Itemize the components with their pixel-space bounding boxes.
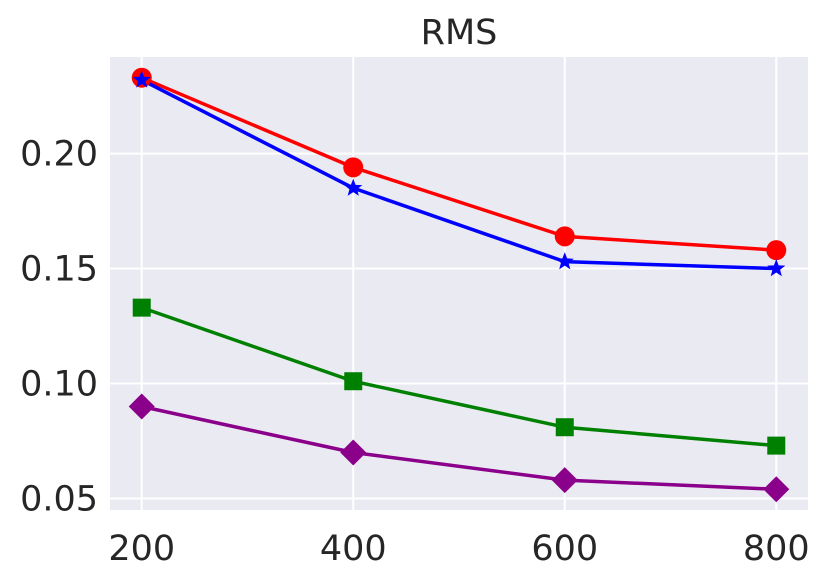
series-1-point	[767, 259, 786, 277]
y-tick-label: 0.10	[20, 365, 98, 405]
series-0-point	[766, 240, 787, 261]
series-3-point	[763, 476, 790, 503]
series-0-point	[343, 157, 364, 178]
grid	[110, 57, 808, 510]
y-tick-label: 0.05	[20, 480, 98, 520]
x-tick-label: 600	[531, 529, 598, 569]
series-1-point	[132, 70, 151, 88]
series-0-point	[554, 226, 575, 247]
series-2-point	[344, 372, 363, 391]
series-1-line	[140, 78, 777, 271]
series-3-line	[141, 404, 777, 492]
series-2-point	[767, 436, 786, 455]
series-1-point	[344, 178, 363, 196]
x-axis-ticks: 200 400 600 800	[108, 529, 809, 569]
series-1-point	[555, 252, 574, 270]
y-tick-label: 0.15	[20, 250, 98, 290]
series-2-point	[555, 418, 574, 437]
series-3-point	[128, 393, 155, 420]
x-tick-label: 400	[320, 529, 387, 569]
y-tick-label: 0.20	[20, 135, 98, 175]
series-3-point	[551, 467, 578, 494]
x-tick-label: 800	[743, 529, 810, 569]
y-axis-ticks: 0.05 0.10 0.15 0.20	[20, 135, 98, 520]
chart-title: RMS	[421, 13, 498, 53]
series-3-point	[340, 439, 367, 466]
series-2-line	[141, 305, 777, 448]
x-tick-label: 200	[108, 529, 175, 569]
series-2-point	[132, 298, 151, 317]
series-0-line	[141, 76, 777, 252]
series-markers	[128, 67, 790, 503]
series-lines	[140, 76, 777, 492]
plot-area	[110, 57, 808, 510]
